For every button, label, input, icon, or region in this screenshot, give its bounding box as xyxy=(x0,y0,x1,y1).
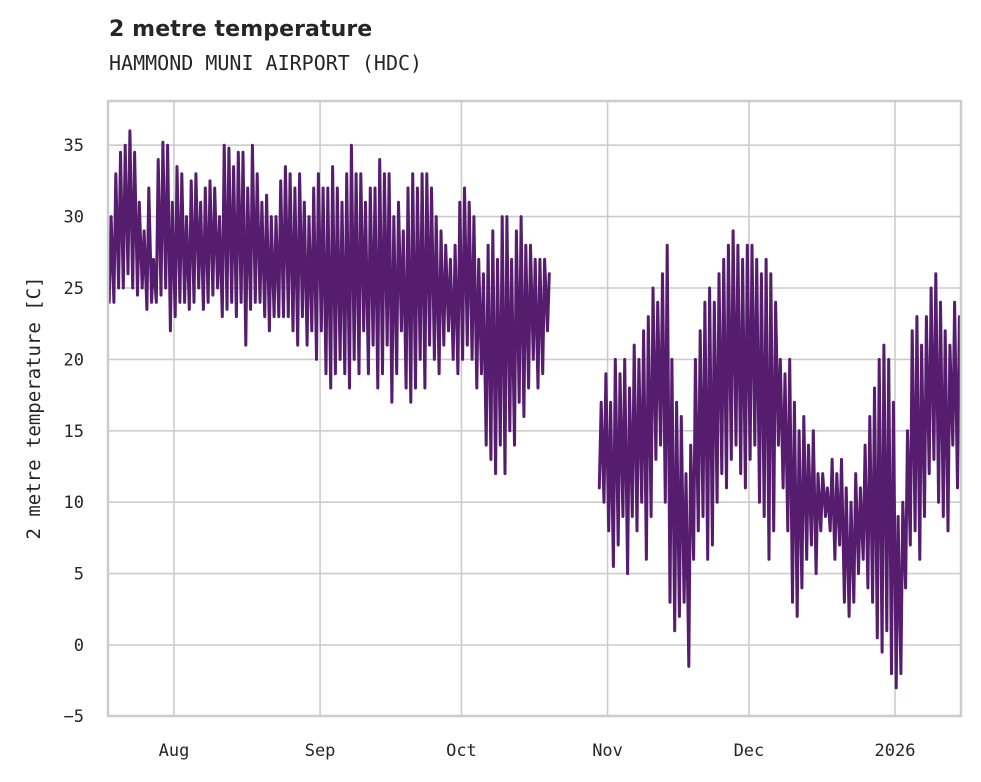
temperature-line xyxy=(108,129,551,476)
x-tick-label: Nov xyxy=(592,741,623,761)
y-axis-label: 2 metre temperature [C] xyxy=(23,276,45,539)
plot-frame xyxy=(106,99,963,718)
chart-subtitle: HAMMOND MUNI AIRPORT (HDC) xyxy=(109,51,423,75)
x-tick-label: Dec xyxy=(734,741,765,761)
y-tick-label: 10 xyxy=(64,493,84,513)
temperature-line xyxy=(597,229,961,690)
y-axis-ticks: −5 0 5 10 15 20 25 30 35 xyxy=(64,136,84,727)
y-tick-label: 30 xyxy=(64,208,84,228)
y-tick-label: 0 xyxy=(74,636,84,656)
x-axis-ticks: Aug Sep Oct Nov Dec 2026 xyxy=(159,741,916,761)
x-tick-label: Oct xyxy=(446,741,477,761)
y-tick-label: 15 xyxy=(64,422,84,442)
y-tick-label: 20 xyxy=(64,350,84,370)
chart-title: 2 metre temperature xyxy=(109,17,373,42)
y-tick-label: 25 xyxy=(64,279,84,299)
x-tick-label: 2026 xyxy=(875,741,916,761)
y-tick-label: 35 xyxy=(64,136,84,156)
x-tick-label: Aug xyxy=(159,741,190,761)
gridlines xyxy=(108,101,961,716)
y-tick-label: 5 xyxy=(74,565,84,585)
x-tick-label: Sep xyxy=(305,741,336,761)
y-tick-label: −5 xyxy=(64,707,84,727)
temperature-series xyxy=(108,129,961,690)
